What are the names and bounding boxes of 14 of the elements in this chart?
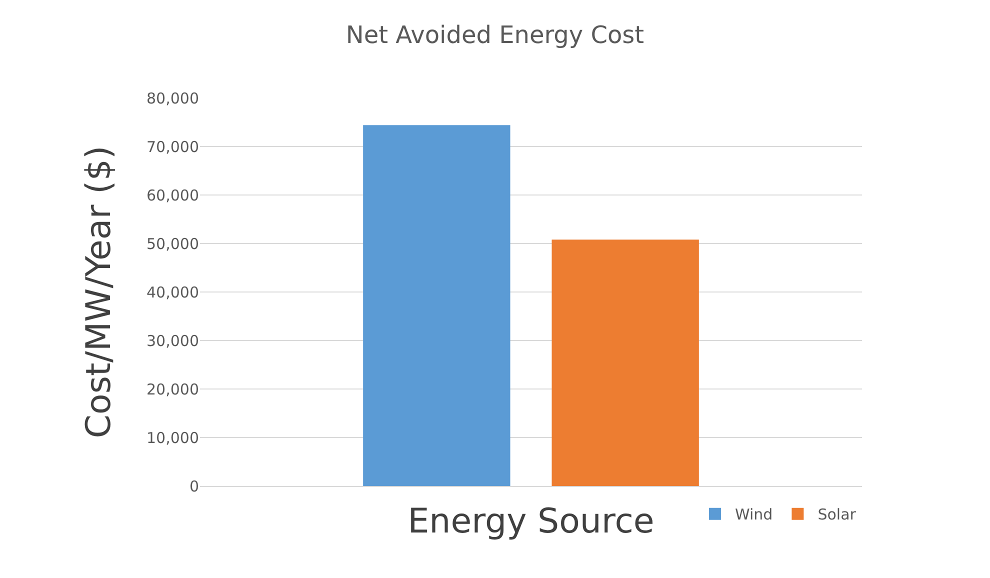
y-tick-label: 70,000 [146, 138, 199, 156]
y-tick-label: 10,000 [146, 428, 199, 447]
legend-label: Solar [818, 506, 857, 524]
y-tick-label: 50,000 [146, 234, 199, 253]
legend-label: Wind [735, 506, 773, 524]
y-tick-label: 80,000 [146, 89, 199, 108]
y-tick-label: 20,000 [146, 380, 199, 398]
y-axis-title: Cost/MW/Year ($) [79, 146, 120, 438]
chart-title: Net Avoided Energy Cost [346, 20, 644, 49]
y-tick-label: 40,000 [146, 283, 199, 302]
y-tick-label: 60,000 [146, 186, 199, 204]
y-tick-label: 0 [189, 477, 199, 496]
y-tick-label: 30,000 [146, 332, 199, 350]
x-axis-title: Energy Source [408, 502, 654, 542]
